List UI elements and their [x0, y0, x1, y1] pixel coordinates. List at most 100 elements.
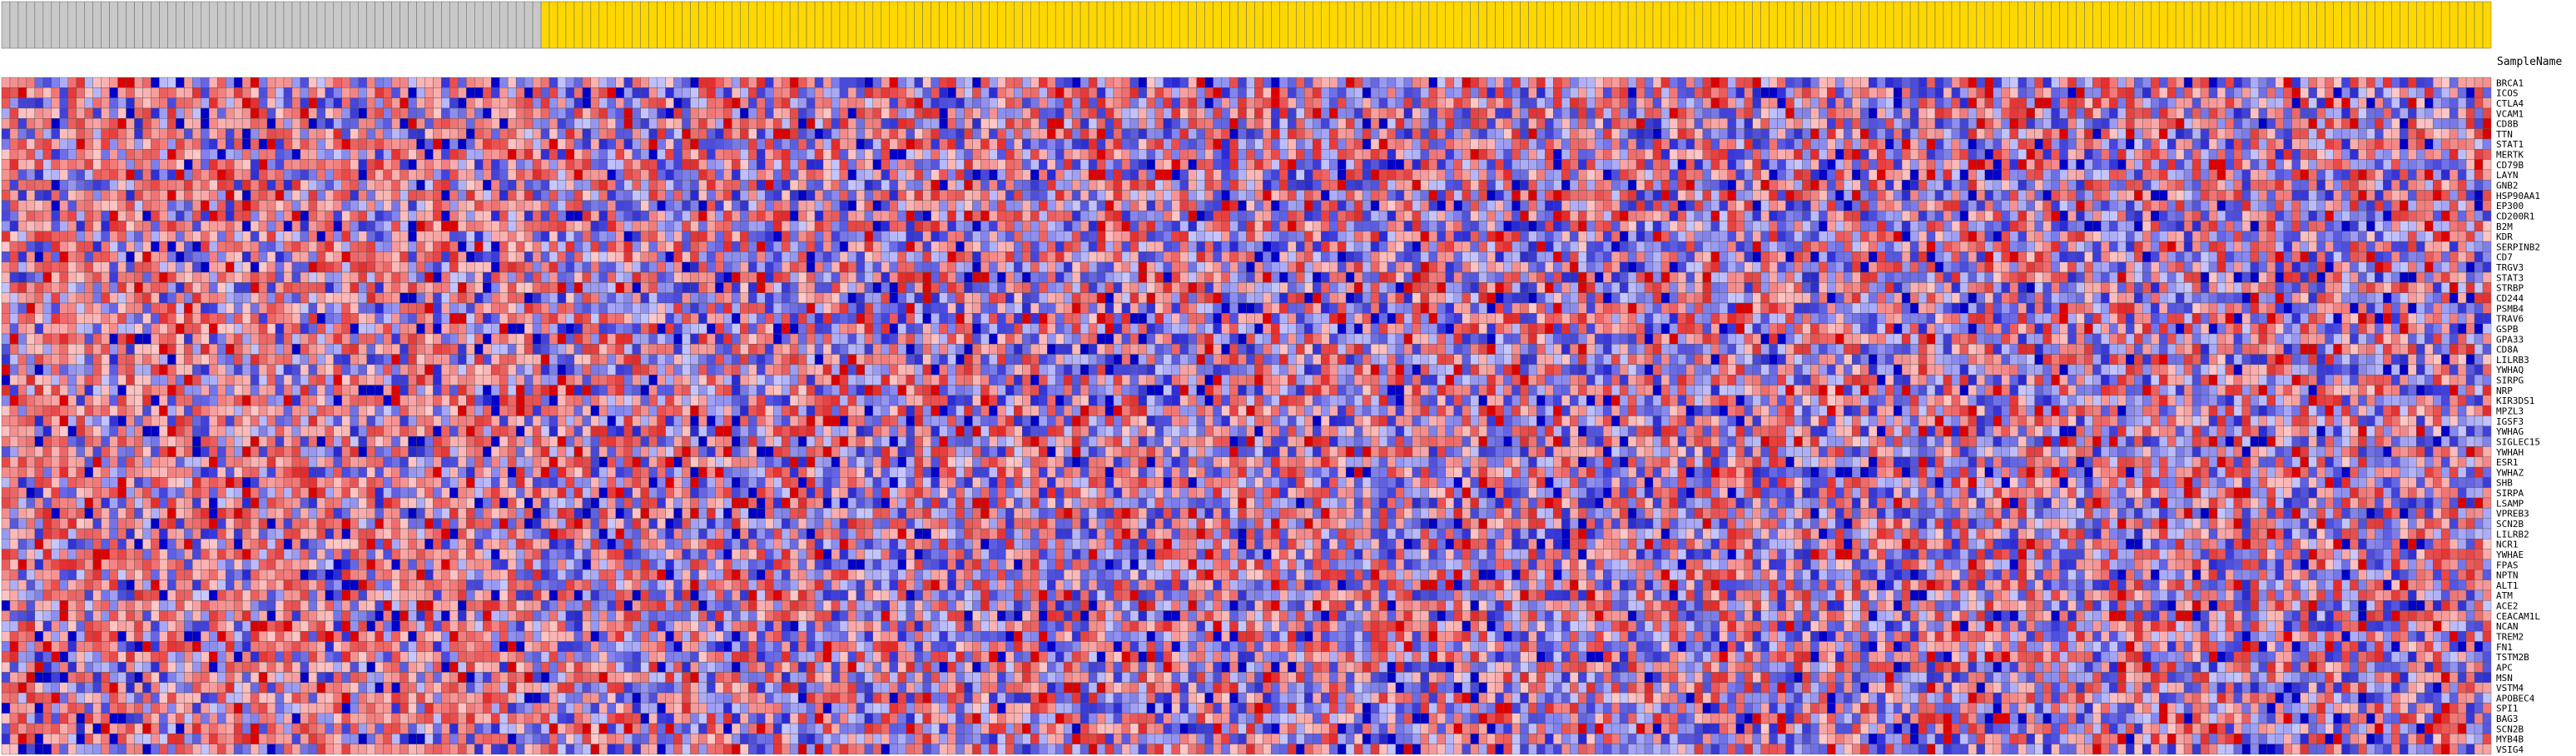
heatmap-cell — [1570, 128, 1579, 140]
heatmap-cell — [2325, 210, 2334, 221]
heatmap-cell — [897, 231, 906, 242]
heatmap-cell — [914, 190, 923, 201]
heatmap-cell — [1279, 169, 1288, 181]
heatmap-cell — [483, 159, 492, 171]
heatmap-cell — [1071, 190, 1081, 201]
heatmap-cell — [781, 210, 791, 221]
heatmap-cell — [914, 169, 923, 181]
heatmap-cell — [1926, 118, 1936, 129]
column-header-cell — [2424, 1, 2434, 49]
heatmap-cell — [350, 149, 359, 160]
heatmap-cell — [1345, 221, 1355, 231]
heatmap-cell — [2400, 179, 2409, 191]
heatmap-cell — [1428, 159, 1438, 171]
heatmap-cell — [1221, 179, 1230, 191]
heatmap-cell — [1901, 118, 1911, 129]
heatmap-cell — [1088, 179, 1098, 191]
heatmap-cell — [1976, 138, 1986, 150]
heatmap-cell — [1852, 149, 1861, 160]
column-header-cell — [2440, 1, 2450, 49]
heatmap-cell — [2101, 169, 2110, 181]
heatmap-cell — [1619, 231, 1629, 242]
heatmap-cell — [632, 138, 641, 150]
heatmap-cell — [1827, 221, 1836, 231]
heatmap-cell — [2250, 77, 2260, 88]
heatmap-cell — [1163, 210, 1172, 221]
heatmap-cell — [648, 231, 658, 242]
heatmap-cell — [1586, 200, 1596, 211]
heatmap-cell — [2126, 169, 2135, 181]
heatmap-cell — [109, 97, 118, 109]
heatmap-cell — [1852, 128, 1861, 140]
heatmap-cell — [2018, 200, 2027, 211]
heatmap-cell — [201, 159, 210, 171]
heatmap-cell — [1030, 138, 1040, 150]
heatmap-cell — [283, 149, 293, 160]
heatmap-cell — [532, 231, 542, 242]
column-header-cell — [126, 1, 135, 49]
heatmap-cell — [76, 118, 85, 129]
heatmap-cell — [1470, 118, 1479, 129]
heatmap-cell — [1545, 128, 1554, 140]
heatmap-cell — [1138, 179, 1148, 191]
heatmap-cell — [67, 190, 77, 201]
heatmap-cell — [847, 159, 857, 171]
heatmap-cell — [1860, 149, 1869, 160]
heatmap-cell — [1760, 210, 1769, 221]
heatmap-cell — [1271, 190, 1280, 201]
heatmap-cell — [424, 107, 434, 119]
heatmap-cell — [109, 200, 118, 211]
heatmap-cell — [225, 107, 235, 119]
heatmap-cell — [167, 159, 176, 171]
heatmap-cell — [250, 149, 260, 160]
heatmap-cell — [1819, 221, 1828, 231]
heatmap-cell — [2084, 159, 2093, 171]
heatmap-cell — [2101, 190, 2110, 201]
heatmap-cell — [864, 200, 874, 211]
heatmap-cell — [1188, 107, 1197, 119]
heatmap-cell — [1785, 179, 1794, 191]
heatmap-cell — [723, 138, 732, 150]
heatmap-cell — [1752, 128, 1761, 140]
heatmap-cell — [1677, 118, 1687, 129]
heatmap-cell — [2266, 107, 2276, 119]
heatmap-cell — [1221, 149, 1230, 160]
heatmap-cell — [1462, 77, 1471, 88]
heatmap-cell — [1976, 221, 1986, 231]
heatmap-cell — [1685, 97, 1695, 109]
heatmap-cell — [2134, 221, 2143, 231]
heatmap-cell — [1196, 231, 1205, 242]
heatmap-cell — [291, 118, 301, 129]
heatmap-cell — [1071, 77, 1081, 88]
heatmap-cell — [1328, 138, 1338, 150]
heatmap-cell — [2225, 77, 2235, 88]
heatmap-cell — [1453, 118, 1462, 129]
heatmap-cell — [872, 118, 882, 129]
heatmap-cell — [2216, 200, 2226, 211]
heatmap-cell — [872, 231, 882, 242]
heatmap-cell — [2308, 210, 2317, 221]
heatmap-cell — [1487, 77, 1496, 88]
heatmap-cell — [1810, 87, 1819, 98]
heatmap-cell — [1096, 169, 1106, 181]
heatmap-cell — [441, 221, 450, 231]
heatmap-cell — [1313, 149, 1322, 160]
heatmap-cell — [1113, 221, 1123, 231]
column-header-cell — [789, 1, 799, 49]
heatmap-cell — [2283, 138, 2292, 150]
heatmap-cell — [682, 169, 691, 181]
heatmap-cell — [2465, 128, 2475, 140]
heatmap-cell — [2250, 179, 2260, 191]
heatmap-cell — [491, 118, 500, 129]
heatmap-cell — [2375, 107, 2384, 119]
heatmap-cell — [458, 210, 467, 221]
heatmap-cell — [1760, 118, 1769, 129]
heatmap-cell — [2009, 169, 2018, 181]
heatmap-cell — [1071, 118, 1081, 129]
heatmap-cell — [682, 190, 691, 201]
heatmap-cell — [1503, 107, 1512, 119]
heatmap-cell — [881, 221, 890, 231]
heatmap-cell — [1395, 138, 1405, 150]
heatmap-cell — [590, 87, 600, 98]
heatmap-cell — [1403, 210, 1413, 221]
